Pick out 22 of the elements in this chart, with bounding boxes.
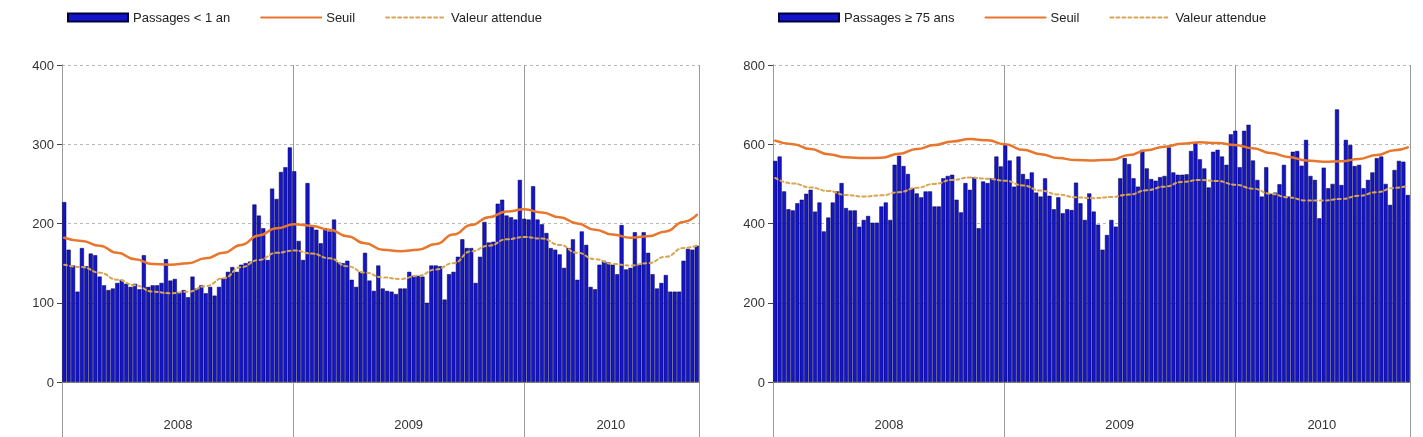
x-tick-label: 2008 — [874, 417, 904, 432]
y-tick-label: 200 — [32, 216, 54, 231]
x-tick-label: 2008 — [163, 417, 193, 432]
y-tick-label: 400 — [743, 216, 765, 231]
y-tick-label: 300 — [32, 136, 54, 152]
legend-label: Seuil — [326, 10, 356, 25]
legend-label: Valeur attendue — [1175, 10, 1267, 25]
legend-label: Valeur attendue — [451, 10, 542, 25]
legend-label: Passages ≥ 75 ans — [844, 10, 955, 25]
y-tick-label: 600 — [743, 136, 765, 152]
y-tick-label: 0 — [757, 374, 765, 390]
y-tick-label: 0 — [46, 374, 54, 390]
x-tick-label: 2009 — [394, 417, 424, 432]
y-tick-label: 100 — [32, 295, 54, 311]
legend-label: Passages < 1 an — [133, 10, 231, 25]
y-tick-label: 200 — [743, 295, 765, 311]
x-tick-label: 2010 — [1307, 417, 1337, 432]
x-tick-label: 2009 — [1105, 417, 1135, 432]
y-tick-label: 400 — [32, 57, 54, 73]
y-tick-label: 800 — [743, 57, 765, 73]
legend-label: Seuil — [1050, 10, 1080, 25]
x-tick-label: 2010 — [596, 417, 626, 432]
